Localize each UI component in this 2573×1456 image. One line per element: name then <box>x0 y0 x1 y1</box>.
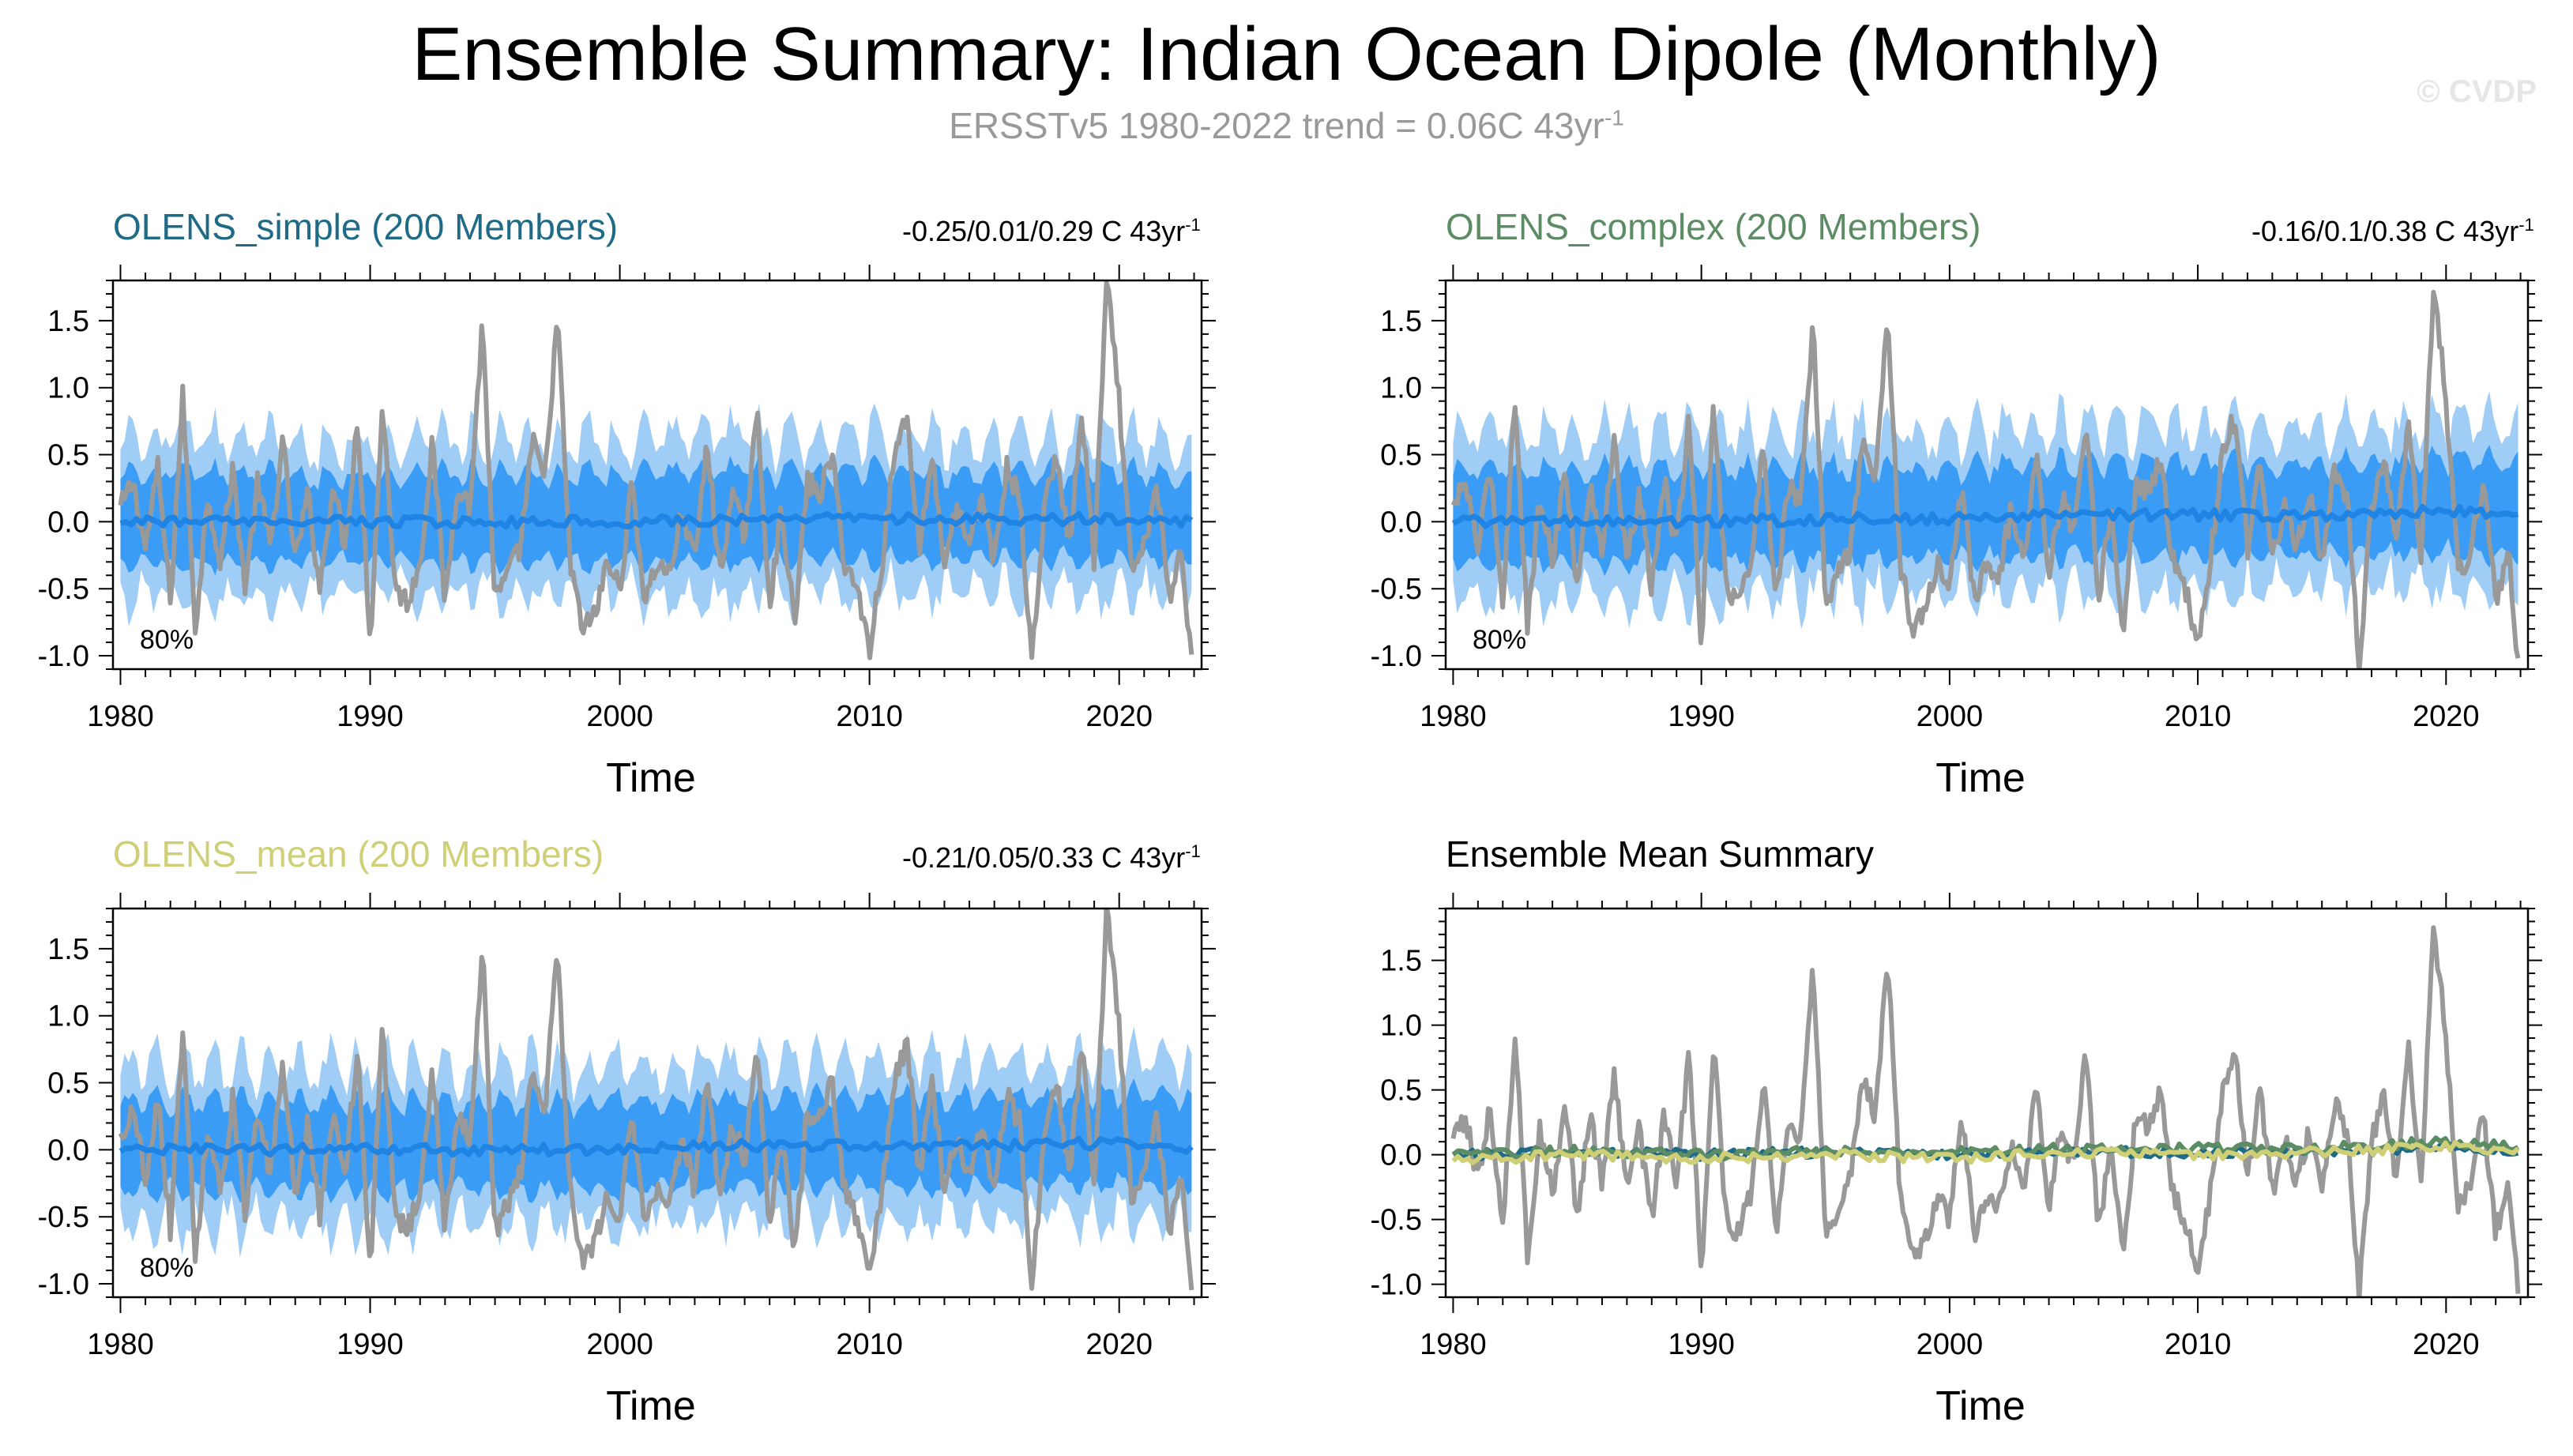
y-tick-label: 0.0 <box>47 1134 89 1167</box>
percentile-label: 80% <box>1473 625 1526 655</box>
figure-subtitle: ERSSTv5 1980-2022 trend = 0.06C 43yr-1 <box>0 104 2573 147</box>
y-tick-label: -1.0 <box>38 1268 89 1301</box>
observed-line <box>1450 289 2521 669</box>
trend-text: -0.16/0.1/0.38 C 43yr <box>2251 215 2519 247</box>
x-tick-label: 1980 <box>87 700 154 733</box>
y-tick-label: 1.5 <box>47 933 89 966</box>
copyright-watermark: © CVDP <box>2417 74 2537 109</box>
plot-area <box>1450 925 2521 1297</box>
y-tick-label: -0.5 <box>38 1201 89 1234</box>
y-tick-label: -0.5 <box>38 573 89 606</box>
x-axis-label: Time <box>1935 1383 2026 1429</box>
panel-title-text: Ensemble Mean Summary <box>1446 833 1874 875</box>
y-tick-label: 1.5 <box>1380 305 1422 338</box>
observed-line <box>118 280 1194 660</box>
y-tick-label: 0.5 <box>1380 439 1422 472</box>
x-tick-label: 2020 <box>2413 1328 2480 1361</box>
chart-panel-0: 80% -1.0 -0.5 0.0 0.5 1.0 1.5 1980 1990 2000 2010 2… <box>38 265 1216 801</box>
y-tick-label: -0.5 <box>1371 1204 1422 1237</box>
x-tick-label: 1980 <box>1420 700 1487 733</box>
trend-exponent: -1 <box>2518 215 2534 235</box>
plot-area <box>118 909 1194 1291</box>
plot-frame <box>111 907 1203 1299</box>
plot-area <box>118 280 1194 660</box>
x-tick-label: 1990 <box>1668 1328 1735 1361</box>
y-tick-label: -0.5 <box>1371 573 1422 606</box>
panel-title-text: OLENS_complex (200 Members) <box>1446 206 1981 247</box>
figure-title: Ensemble Summary: Indian Ocean Dipole (M… <box>412 12 2161 96</box>
plot-frame <box>111 279 1203 671</box>
x-tick-label: 2000 <box>586 1328 653 1361</box>
y-tick-label: 0.0 <box>47 506 89 539</box>
subtitle-exponent: -1 <box>1604 105 1624 130</box>
panel-title-complex: OLENS_complex (200 Members) <box>1446 205 1981 248</box>
panel-title-simple: OLENS_simple (200 Members) <box>113 205 618 248</box>
y-tick-label: -1.0 <box>1371 1269 1422 1302</box>
x-tick-label: 2020 <box>2413 700 2480 733</box>
observed-line <box>1450 925 2521 1297</box>
trend-exponent: -1 <box>1185 215 1201 235</box>
y-tick-label: 0.5 <box>1380 1074 1422 1108</box>
x-tick-label: 2020 <box>1085 1328 1153 1361</box>
trend-text: -0.21/0.05/0.33 C 43yr <box>902 841 1186 874</box>
y-tick-label: 0.5 <box>47 1067 89 1100</box>
y-tick-label: -1.0 <box>1371 640 1422 673</box>
y-tick-label: -1.0 <box>38 640 89 673</box>
x-tick-label: 1980 <box>87 1328 154 1361</box>
x-tick-label: 1990 <box>1668 700 1735 733</box>
x-tick-label: 1990 <box>337 1328 404 1361</box>
plot-frame <box>1444 279 2530 671</box>
subtitle-text: ERSSTv5 1980-2022 trend = 0.06C 43yr <box>949 105 1604 146</box>
panel-trend-complex: -0.16/0.1/0.38 C 43yr-1 <box>2251 215 2534 248</box>
chart-panel-3: -1.0 -0.5 0.0 0.5 1.0 1.5 1980 1990 2000 2010 2020… <box>1371 893 2542 1429</box>
panel-trend-mean: -0.21/0.05/0.33 C 43yr-1 <box>902 841 1201 875</box>
panel-title-mean: OLENS_mean (200 Members) <box>113 833 604 875</box>
y-tick-label: 1.5 <box>47 305 89 338</box>
y-tick-label: 0.0 <box>1380 1139 1422 1172</box>
x-axis-label: Time <box>1935 755 2026 801</box>
ensemble-mean-line <box>119 510 1194 530</box>
trend-text: -0.25/0.01/0.29 C 43yr <box>902 215 1186 247</box>
y-tick-label: 0.5 <box>47 439 89 472</box>
y-tick-label: 0.0 <box>1380 506 1422 539</box>
ensemble-mean-line <box>1451 503 2518 530</box>
percentile-label: 80% <box>140 625 194 655</box>
ens-mean-olens_mean <box>1451 1139 2520 1165</box>
ensemble-mean-line <box>118 1135 1194 1158</box>
x-axis-label: Time <box>606 755 696 801</box>
x-tick-label: 1980 <box>1420 1328 1487 1361</box>
x-tick-label: 2010 <box>2165 700 2232 733</box>
panel-title-text: OLENS_mean (200 Members) <box>113 833 604 875</box>
trend-exponent: -1 <box>1185 841 1201 861</box>
x-tick-label: 1990 <box>337 700 404 733</box>
x-tick-label: 2010 <box>836 1328 903 1361</box>
y-tick-label: 1.0 <box>1380 1010 1422 1043</box>
panel-title-text: OLENS_simple (200 Members) <box>113 206 619 247</box>
y-tick-label: 1.0 <box>1380 372 1422 405</box>
x-tick-label: 2000 <box>1917 700 1984 733</box>
plot-area <box>1450 289 2521 669</box>
y-tick-label: 1.5 <box>1380 945 1422 978</box>
x-tick-label: 2000 <box>586 700 653 733</box>
panel-trend-simple: -0.25/0.01/0.29 C 43yr-1 <box>902 215 1201 248</box>
panel-title-summary: Ensemble Mean Summary <box>1446 833 1874 875</box>
x-tick-label: 2020 <box>1085 700 1153 733</box>
x-tick-label: 2000 <box>1917 1328 1984 1361</box>
chart-panel-2: 80% -1.0 -0.5 0.0 0.5 1.0 1.5 1980 1990 2000 2010 2… <box>38 893 1216 1429</box>
y-tick-label: 1.0 <box>47 1000 89 1033</box>
chart-panel-1: 80% -1.0 -0.5 0.0 0.5 1.0 1.5 1980 1990 2000 2010 2… <box>1371 265 2542 801</box>
x-tick-label: 2010 <box>836 700 903 733</box>
observed-line <box>118 909 1194 1291</box>
y-tick-label: 1.0 <box>47 372 89 405</box>
percentile-label: 80% <box>140 1253 194 1283</box>
x-axis-label: Time <box>606 1383 696 1429</box>
x-tick-label: 2010 <box>2165 1328 2232 1361</box>
